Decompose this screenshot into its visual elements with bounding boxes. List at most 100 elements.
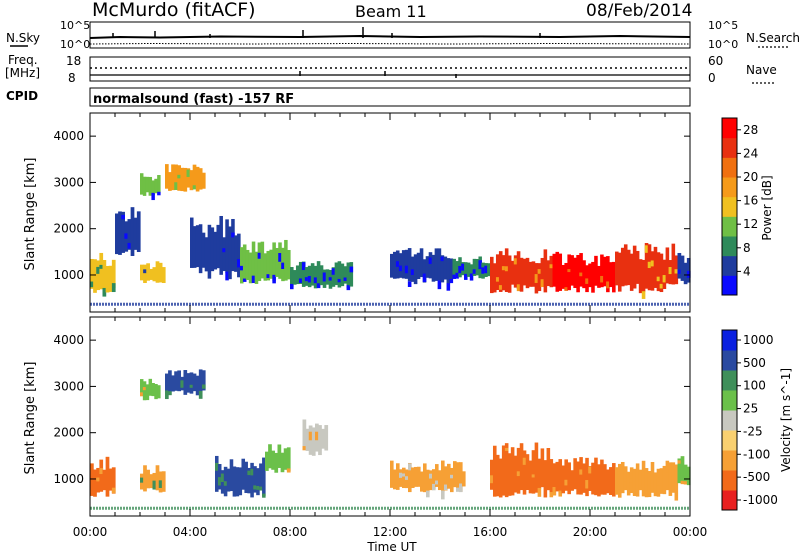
power-cell [537,263,542,292]
velocity-band-cell [102,506,104,510]
power-cell [458,265,462,274]
velocity-band-cell [282,506,284,510]
velocity-band-cell [489,506,491,510]
velocity-band-cell [672,506,674,510]
velocity-cell [444,466,448,491]
velocity-cell [402,473,406,477]
power-band-cell [414,302,416,306]
power-cell [319,265,324,286]
velocity-cell [414,466,418,487]
power-cell [567,269,571,273]
colorbar-swatch [722,410,737,431]
power-band-cell [399,302,401,306]
power-cell [416,252,421,280]
power-band-cell [567,302,569,306]
velocity-cell [677,458,682,484]
velocity-cell [256,468,260,496]
power-cell [401,250,406,279]
velocity-cell [277,444,282,468]
power-cell [659,253,664,293]
noise-right-tick-bottom: 10^0 [708,38,738,51]
power-cell [638,259,643,294]
power-band-cell [600,302,602,306]
power-band-cell [426,302,428,306]
velocity-cell [504,447,509,451]
velocity-cell [265,451,269,471]
power-band-cell [480,302,482,306]
power-band-cell [168,302,170,306]
velocity-cell [140,477,144,483]
power-cell [564,262,568,291]
velocity-band-cell [414,506,416,510]
power-colorbar-label: Power [dB] [760,175,774,240]
power-band-cell [441,302,443,306]
power-band-cell [348,302,350,306]
velocity-band-cell [615,506,617,510]
power-cell [240,265,244,271]
velocity-band-cell [417,506,419,510]
velocity-cell [653,472,658,497]
velocity-band-cell [249,506,251,510]
power-band-cell [447,302,449,306]
velocity-band-cell [234,506,236,510]
velocity-band-cell [168,506,170,510]
colorbar-tick-label: 12 [743,217,758,231]
power-cell [307,275,312,283]
colorbar-swatch [722,137,737,158]
power-band-cell [579,302,581,306]
power-cell [419,248,424,278]
power-cell [656,276,661,282]
velocity-cell [674,493,679,501]
power-band-cell [114,302,116,306]
power-cell [151,192,155,201]
power-cell [99,252,104,290]
velocity-cell [305,428,310,451]
power-band-cell [147,302,149,306]
velocity-cell [558,459,563,495]
power-band-cell [546,302,548,306]
velocity-cell [311,427,316,456]
power-band-cell [540,302,542,306]
colorbar-swatch [722,196,737,217]
power-cell [145,176,150,193]
velocity-cell [522,450,527,495]
power-cell [121,214,125,220]
colorbar-swatch [722,470,737,491]
power-band-cell [555,302,557,306]
velocity-cell [555,461,560,492]
power-band-cell [267,302,269,306]
power-cell [452,274,456,279]
velocity-band-cell [681,506,683,510]
power-cell [96,266,100,274]
freq-left-tick-bottom: 8 [68,71,76,85]
power-cell [490,256,494,294]
velocity-cell [564,479,568,486]
power-cell [192,226,197,268]
time-axis-labels: 00:00 04:00 08:00 12:00 16:00 20:00 00:00 [73,525,708,539]
colorbar-tick-label: -100 [743,447,770,461]
velocity-band-cell [318,506,320,510]
velocity-cell [680,480,685,485]
power-cell [133,217,138,250]
power-band-cell [279,302,281,306]
velocity-cell [459,462,463,492]
power-cell [597,265,601,288]
power-band-cell [354,302,356,306]
power-cell [337,278,342,283]
velocity-band-cell [288,506,290,510]
power-cell [573,257,577,289]
velocity-cell [111,467,116,494]
velocity-cell [450,467,454,493]
power-band-cell [534,302,536,306]
velocity-colorbar-label: Velocity [m s^-1] [779,368,793,472]
velocity-cell [262,457,266,496]
colorbar-tick-label: 500 [743,356,766,370]
power-cell [501,266,506,271]
power-cell [498,251,503,292]
velocity-cell [659,468,664,494]
power-cell [198,224,203,274]
velocity-cell [498,458,503,498]
velocity-band-cell [297,506,299,510]
velocity-x-axis [89,317,691,516]
velocity-band-cell [504,506,506,510]
